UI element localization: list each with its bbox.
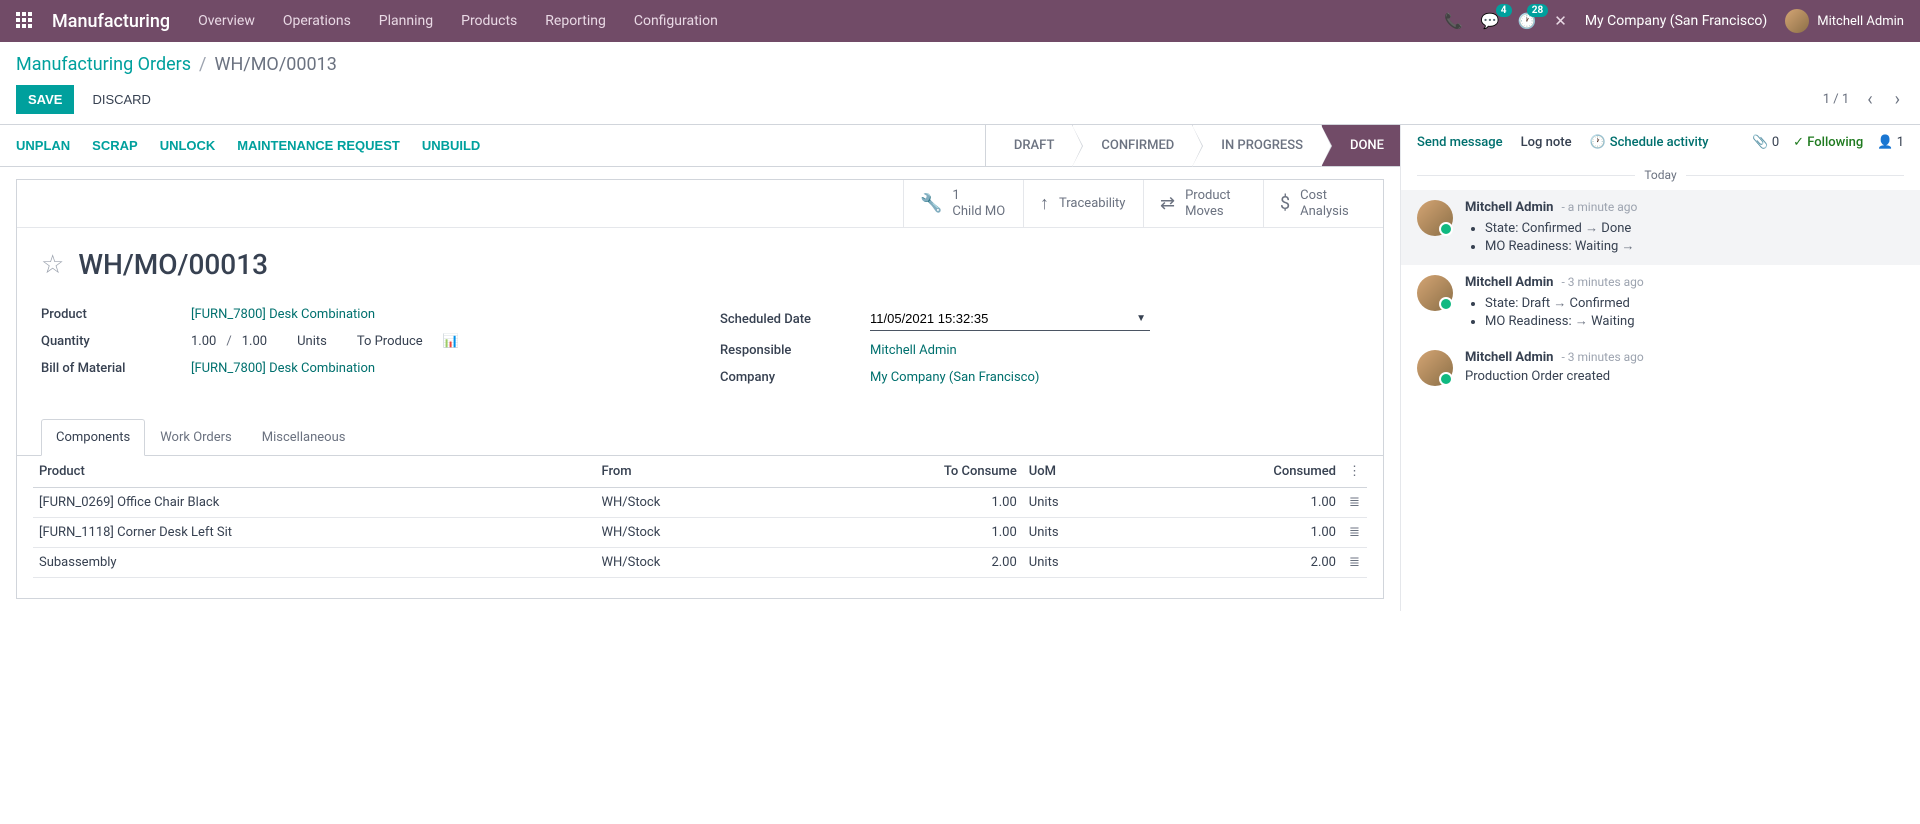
avatar-icon (1785, 9, 1809, 33)
chatter-message: Mitchell Admin- a minute agoState: Confi… (1401, 190, 1920, 265)
breadcrumb-root[interactable]: Manufacturing Orders (16, 54, 191, 75)
statusbar-btn-unlock[interactable]: UNLOCK (160, 138, 216, 153)
statusbar-btn-scrap[interactable]: SCRAP (92, 138, 138, 153)
top-nav: Manufacturing Overview Operations Planni… (0, 0, 1920, 42)
product-value[interactable]: [FURN_7800] Desk Combination (191, 307, 680, 322)
chatter: Send message Log note 🕐Schedule activity… (1400, 125, 1920, 611)
favorite-star-icon[interactable]: ☆ (41, 250, 64, 280)
attachment-count[interactable]: 📎 0 (1752, 135, 1779, 150)
stat-button-0[interactable]: 🔧1Child MO (903, 180, 1023, 227)
tab-miscellaneous[interactable]: Miscellaneous (247, 419, 361, 456)
bom-value[interactable]: [FURN_7800] Desk Combination (191, 361, 680, 376)
chart-icon[interactable]: 📊 (443, 334, 459, 349)
user-menu[interactable]: Mitchell Admin (1785, 9, 1904, 33)
stat-icon: ⇄ (1160, 193, 1175, 214)
col-uom: UoM (1023, 456, 1137, 488)
menu-planning[interactable]: Planning (379, 13, 433, 29)
scheduled-date-label: Scheduled Date (720, 312, 870, 327)
tab-work-orders[interactable]: Work Orders (145, 419, 247, 456)
avatar-icon (1417, 350, 1453, 386)
menu-products[interactable]: Products (461, 13, 517, 29)
apps-icon[interactable] (16, 12, 34, 30)
menu-overview[interactable]: Overview (198, 13, 255, 29)
stat-button-3[interactable]: $CostAnalysis (1263, 180, 1383, 227)
scheduled-date-input[interactable] (870, 307, 1150, 331)
stat-icon: ↑ (1040, 193, 1049, 214)
company-label: Company (720, 370, 870, 385)
statusbar-btn-unbuild[interactable]: UNBUILD (422, 138, 481, 153)
person-icon: 👤 (1877, 135, 1893, 150)
stat-icon: 🔧 (920, 193, 942, 214)
pager-count: 1 / 1 (1823, 92, 1849, 107)
send-message-button[interactable]: Send message (1417, 135, 1503, 150)
pager-prev-icon[interactable]: ‹ (1863, 89, 1876, 110)
schedule-activity-button[interactable]: 🕐Schedule activity (1590, 135, 1709, 150)
stat-button-2[interactable]: ⇄ProductMoves (1143, 180, 1263, 227)
paperclip-icon: 📎 (1752, 135, 1768, 150)
today-divider: Today (1401, 168, 1920, 182)
components-table: Product From To Consume UoM Consumed ⋮ [… (33, 456, 1367, 578)
status-step-done[interactable]: DONE (1321, 125, 1400, 166)
menu-configuration[interactable]: Configuration (634, 13, 718, 29)
tools-icon[interactable]: ✕ (1554, 12, 1567, 30)
company-value[interactable]: My Company (San Francisco) (870, 370, 1359, 385)
following-button[interactable]: ✓ Following (1793, 135, 1863, 150)
tabs: Components Work Orders Miscellaneous (17, 419, 1383, 456)
avatar-icon (1417, 200, 1453, 236)
log-note-button[interactable]: Log note (1521, 135, 1572, 150)
brand[interactable]: Manufacturing (52, 11, 170, 32)
statusbar-btn-maintenance-request[interactable]: MAINTENANCE REQUEST (237, 138, 400, 153)
row-details-icon[interactable]: ≣ (1342, 518, 1367, 548)
follower-count[interactable]: 👤 1 (1877, 135, 1904, 150)
status-bar: UNPLAN SCRAP UNLOCK MAINTENANCE REQUEST UNBU… (0, 125, 1400, 167)
col-product: Product (33, 456, 595, 488)
control-panel: Manufacturing Orders / WH/MO/00013 SAVE … (0, 42, 1920, 124)
avatar-icon (1417, 275, 1453, 311)
stat-button-1[interactable]: ↑Traceability (1023, 180, 1143, 227)
col-consumed: Consumed (1137, 456, 1342, 488)
stat-icon: $ (1280, 193, 1290, 214)
menu-operations[interactable]: Operations (283, 13, 351, 29)
quantity-label: Quantity (41, 334, 191, 349)
table-row[interactable]: [FURN_0269] Office Chair BlackWH/Stock1.… (33, 488, 1367, 518)
top-menu: Overview Operations Planning Products Re… (198, 13, 718, 29)
clock-icon: 🕐 (1590, 135, 1606, 150)
tab-components[interactable]: Components (41, 419, 145, 456)
quantity-value: 1.00 / 1.00 Units To Produce 📊 (191, 334, 680, 349)
product-label: Product (41, 307, 191, 322)
statusbar-btn-unplan[interactable]: UNPLAN (16, 138, 70, 153)
col-options-icon[interactable]: ⋮ (1342, 456, 1367, 488)
messages-icon[interactable]: 💬4 (1481, 12, 1500, 30)
chatter-message: Mitchell Admin- 3 minutes agoProduction … (1401, 340, 1920, 396)
bom-label: Bill of Material (41, 361, 191, 376)
record-title: WH/MO/00013 (78, 248, 268, 281)
form-sheet: 🔧1Child MO↑Traceability⇄ProductMoves$Cos… (16, 179, 1384, 599)
menu-reporting[interactable]: Reporting (545, 13, 606, 29)
status-step-in-progress[interactable]: IN PROGRESS (1192, 125, 1321, 166)
row-details-icon[interactable]: ≣ (1342, 548, 1367, 578)
company-switcher[interactable]: My Company (San Francisco) (1585, 13, 1767, 29)
status-step-confirmed[interactable]: CONFIRMED (1072, 125, 1192, 166)
save-button[interactable]: SAVE (16, 85, 74, 114)
chatter-message: Mitchell Admin- 3 minutes agoState: Draf… (1401, 265, 1920, 340)
pager-next-icon[interactable]: › (1891, 89, 1904, 110)
breadcrumb: Manufacturing Orders / WH/MO/00013 (16, 54, 1904, 75)
responsible-label: Responsible (720, 343, 870, 358)
breadcrumb-current: WH/MO/00013 (214, 54, 336, 75)
responsible-value[interactable]: Mitchell Admin (870, 343, 1359, 358)
table-row[interactable]: SubassemblyWH/Stock2.00Units2.00≣ (33, 548, 1367, 578)
col-from: From (595, 456, 789, 488)
row-details-icon[interactable]: ≣ (1342, 488, 1367, 518)
activities-icon[interactable]: 🕐28 (1518, 12, 1537, 30)
discard-button[interactable]: DISCARD (84, 86, 159, 113)
table-row[interactable]: [FURN_1118] Corner Desk Left SitWH/Stock… (33, 518, 1367, 548)
col-to-consume: To Consume (790, 456, 1023, 488)
status-step-draft[interactable]: DRAFT (985, 125, 1073, 166)
user-name: Mitchell Admin (1817, 14, 1904, 29)
phone-icon[interactable]: 📞 (1444, 12, 1463, 30)
